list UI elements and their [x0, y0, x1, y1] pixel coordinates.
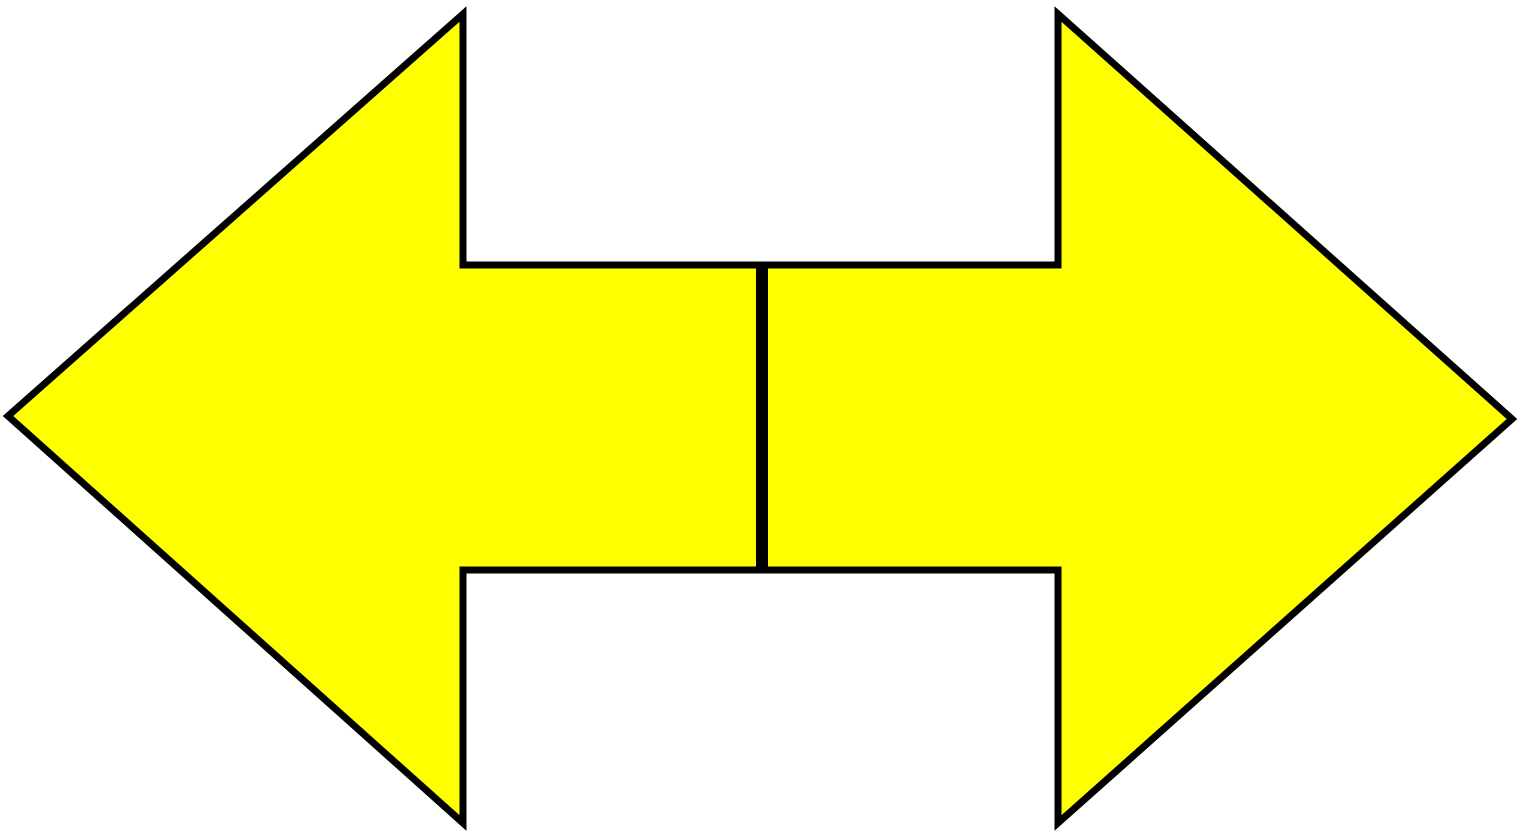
right-arrow-icon: [758, 6, 1518, 831]
left-arrow-icon: [2, 6, 766, 831]
